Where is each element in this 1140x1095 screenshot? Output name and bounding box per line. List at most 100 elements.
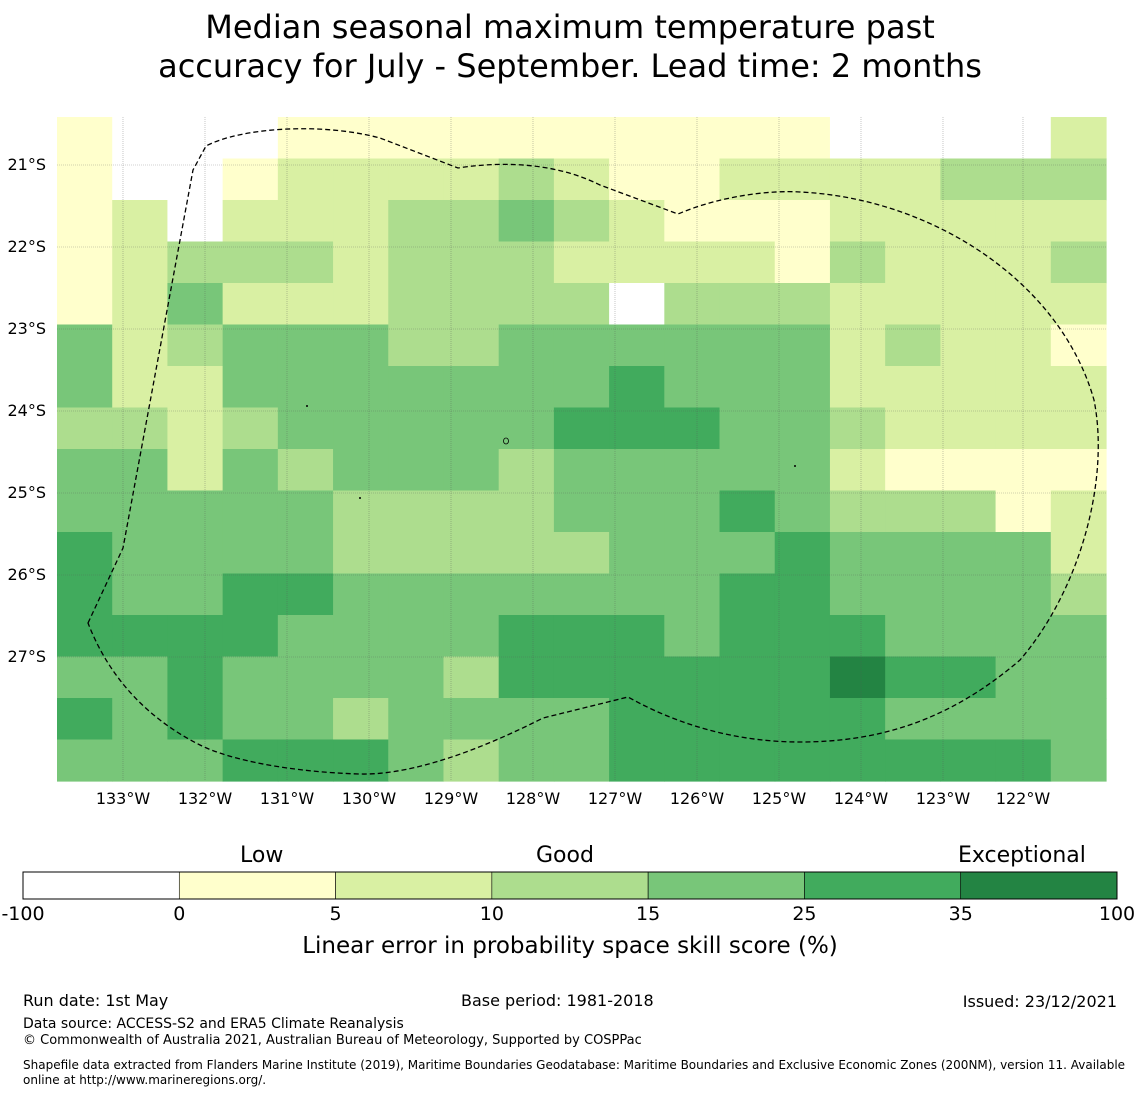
grid-cell bbox=[609, 407, 665, 450]
grid-cell bbox=[774, 698, 831, 741]
grid-cell bbox=[609, 490, 665, 533]
grid-cell bbox=[774, 283, 831, 326]
grid-cell bbox=[609, 615, 665, 658]
grid-cell bbox=[388, 324, 445, 367]
grid-cell bbox=[57, 324, 113, 367]
longitude-label: 127°W bbox=[587, 789, 643, 808]
colorbar-swatch bbox=[647, 871, 805, 900]
colorbar-title: Linear error in probability space skill … bbox=[302, 933, 838, 959]
grid-cell bbox=[333, 158, 389, 201]
grid-cell bbox=[222, 366, 279, 409]
longitude-label: 125°W bbox=[751, 789, 807, 808]
issued-date: Issued: 23/12/2021 bbox=[962, 992, 1117, 1011]
grid-cell bbox=[719, 656, 776, 699]
grid-cell bbox=[829, 449, 886, 492]
grid-cell bbox=[333, 615, 389, 658]
grid-cell bbox=[333, 739, 389, 782]
grid-cell bbox=[774, 532, 831, 575]
grid-cell bbox=[553, 324, 610, 367]
grid-cell bbox=[885, 490, 941, 533]
grid-cell bbox=[388, 573, 445, 616]
grid-cell bbox=[112, 241, 169, 284]
grid-cell bbox=[112, 739, 169, 782]
colorbar-swatch bbox=[804, 871, 962, 900]
grid-cell bbox=[333, 573, 389, 616]
grid-cell bbox=[719, 698, 776, 741]
grid-cell bbox=[664, 324, 721, 367]
grid-cell bbox=[995, 698, 1052, 741]
grid-cell bbox=[609, 200, 665, 243]
grid-cell bbox=[609, 324, 665, 367]
grid-cell bbox=[388, 532, 445, 575]
colorbar-tick-label: 100 bbox=[1098, 903, 1136, 925]
grid-cell bbox=[388, 449, 445, 492]
grid-cell bbox=[222, 200, 279, 243]
skill-grid-cells bbox=[57, 117, 1107, 782]
grid-cell bbox=[719, 366, 776, 409]
grid-cell bbox=[57, 490, 113, 533]
grid-cell bbox=[885, 573, 941, 616]
grid-cell bbox=[57, 117, 113, 160]
grid-cell bbox=[719, 200, 776, 243]
grid-cell bbox=[57, 573, 113, 616]
grid-cell bbox=[553, 532, 610, 575]
colorbar-swatch bbox=[960, 871, 1118, 900]
grid-cell bbox=[940, 324, 997, 367]
run-date: Run date: 1st May bbox=[23, 991, 169, 1010]
grid-cell bbox=[553, 283, 610, 326]
colorbar-swatches bbox=[22, 871, 1118, 900]
grid-cell bbox=[333, 241, 389, 284]
grid-cell bbox=[388, 283, 445, 326]
shapefile-credit-line-2: online at http://www.marineregions.org/. bbox=[23, 1073, 267, 1087]
grid-cell bbox=[1050, 283, 1107, 326]
grid-cell bbox=[664, 615, 721, 658]
grid-cell bbox=[940, 158, 997, 201]
grid-cell bbox=[1050, 200, 1107, 243]
grid-cell bbox=[1050, 656, 1107, 699]
grid-cell bbox=[167, 615, 224, 658]
grid-cell bbox=[222, 532, 279, 575]
grid-cell bbox=[277, 407, 334, 450]
grid-cell bbox=[388, 407, 445, 450]
grid-cell bbox=[664, 449, 721, 492]
grid-cell bbox=[553, 158, 610, 201]
grid-cell bbox=[443, 366, 500, 409]
grid-cell bbox=[498, 615, 555, 658]
grid-cell bbox=[829, 200, 886, 243]
grid-cell bbox=[222, 698, 279, 741]
grid-cell bbox=[664, 158, 721, 201]
grid-cell bbox=[719, 324, 776, 367]
grid-cell bbox=[553, 366, 610, 409]
grid-cell bbox=[995, 117, 1052, 160]
data-source: Data source: ACCESS-S2 and ERA5 Climate … bbox=[23, 1016, 404, 1032]
lat-lon-gridlines bbox=[57, 117, 1106, 781]
grid-cell bbox=[995, 739, 1052, 782]
grid-cell bbox=[664, 532, 721, 575]
grid-cell bbox=[277, 532, 334, 575]
grid-cell bbox=[333, 532, 389, 575]
grid-cell bbox=[498, 366, 555, 409]
grid-cell bbox=[553, 656, 610, 699]
grid-cell bbox=[277, 200, 334, 243]
grid-cell bbox=[1050, 532, 1107, 575]
colorbar-tick-label: 15 bbox=[636, 903, 661, 925]
grid-cell bbox=[940, 117, 997, 160]
grid-cell bbox=[443, 407, 500, 450]
grid-cell bbox=[498, 158, 555, 201]
colorbar-tick-label: 25 bbox=[792, 903, 817, 925]
grid-cell bbox=[885, 656, 941, 699]
grid-cell bbox=[774, 324, 831, 367]
grid-cell bbox=[1050, 366, 1107, 409]
grid-cell bbox=[498, 200, 555, 243]
grid-cell bbox=[277, 656, 334, 699]
grid-cell bbox=[388, 656, 445, 699]
grid-cell bbox=[609, 283, 665, 326]
grid-cell bbox=[388, 241, 445, 284]
grid-cell bbox=[553, 698, 610, 741]
grid-cell bbox=[940, 366, 997, 409]
colorbar-tick-label: 0 bbox=[173, 903, 186, 925]
grid-cell bbox=[167, 324, 224, 367]
copyright-notice: © Commonwealth of Australia 2021, Austra… bbox=[23, 1033, 642, 1048]
latitude-label: 26°S bbox=[7, 565, 46, 584]
grid-cell bbox=[829, 698, 886, 741]
